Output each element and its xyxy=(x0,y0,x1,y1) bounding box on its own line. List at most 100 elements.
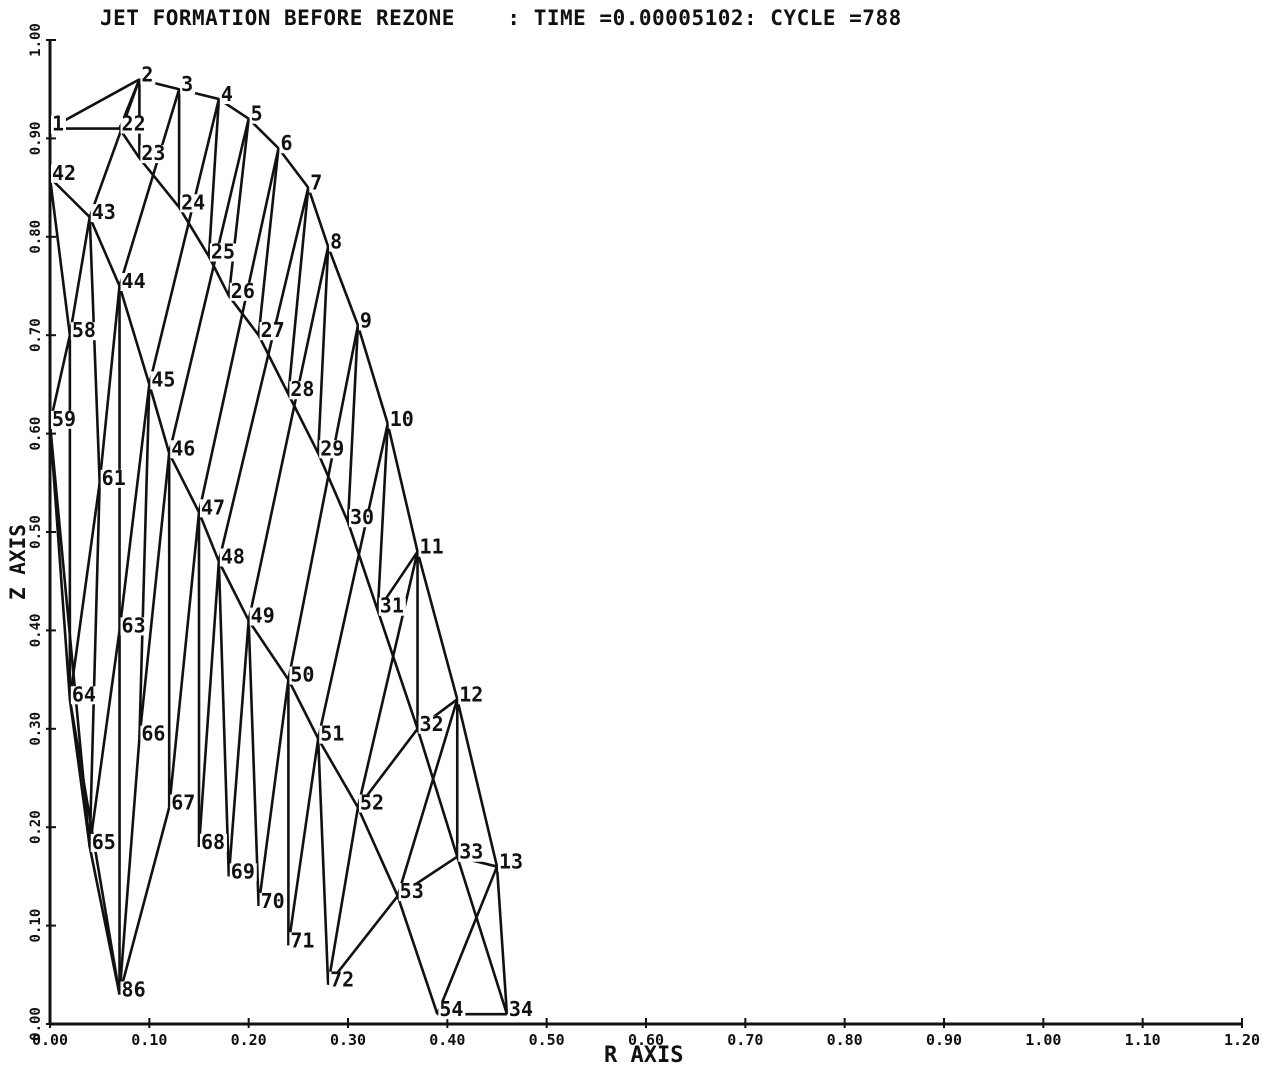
node-label: 5 xyxy=(251,102,263,126)
node-label: 72 xyxy=(330,968,354,992)
x-tick-label: 0.90 xyxy=(926,1031,962,1049)
node-label: 50 xyxy=(290,663,314,687)
y-tick-label: 0.90 xyxy=(28,122,44,156)
node-label: 43 xyxy=(92,200,116,224)
node-label: 48 xyxy=(221,545,245,569)
node-label-bg xyxy=(120,273,148,291)
axes: 0.00 0.10 0.20 0.30 0.40 0.50 0.60 0.70 0.80 0.90… xyxy=(28,23,1260,1049)
mesh-edge xyxy=(68,482,101,700)
node-label-bg xyxy=(70,686,98,705)
mesh-edge xyxy=(346,325,360,523)
node-label-bg xyxy=(289,666,317,685)
y-tick-label: 1.00 xyxy=(28,23,44,57)
mesh-edges xyxy=(48,78,509,1016)
mesh-edge xyxy=(217,187,310,562)
mesh-edge xyxy=(376,610,419,730)
mesh-edge xyxy=(456,698,499,867)
mesh-edge xyxy=(495,866,509,1015)
node-label-bg xyxy=(120,115,148,134)
node-label: 61 xyxy=(102,466,126,490)
x-tick-label: 0.40 xyxy=(429,1031,465,1049)
node-label: 69 xyxy=(231,859,255,883)
mesh-edge xyxy=(326,246,360,326)
node-label-bg xyxy=(289,381,317,400)
x-tick-label: 0.00 xyxy=(32,1031,68,1049)
mesh-edge xyxy=(416,728,459,858)
mesh-edge xyxy=(118,384,151,631)
node-label-bg xyxy=(209,243,237,262)
node-label-bg xyxy=(100,469,128,488)
mesh-edge xyxy=(326,807,360,985)
node-label-bg xyxy=(51,115,66,134)
y-tick-label: 0.20 xyxy=(28,810,44,844)
mesh-edge xyxy=(88,216,121,287)
y-tick-label: 0.70 xyxy=(28,318,44,352)
node-label-bg xyxy=(70,322,98,341)
mesh-edge xyxy=(138,453,171,739)
node-label: 53 xyxy=(400,879,424,903)
node-label-bg xyxy=(388,410,416,429)
mesh-edge xyxy=(227,295,260,336)
node-label: 47 xyxy=(201,495,225,519)
mesh-edge xyxy=(88,78,141,218)
mesh-edge xyxy=(167,512,201,808)
node-label-bg xyxy=(170,440,198,459)
mesh-edge xyxy=(48,177,72,336)
node-label: 4 xyxy=(221,82,233,106)
node-label-bg xyxy=(458,686,486,705)
node-label: 27 xyxy=(261,318,285,342)
node-label: 10 xyxy=(390,407,414,431)
node-label: 42 xyxy=(52,161,76,185)
node-label-bg xyxy=(51,164,78,183)
y-tick-label: 0.30 xyxy=(28,712,44,746)
node-label-bg xyxy=(249,607,277,626)
mesh-edge xyxy=(386,423,419,552)
mesh-edge xyxy=(88,482,101,847)
mesh-edge xyxy=(207,98,221,257)
mesh-edge xyxy=(416,551,459,700)
node-label-bg xyxy=(259,892,287,911)
node-labels: 12 3 4567891011121322232425262728293031323… xyxy=(51,62,535,1021)
mesh-edge xyxy=(257,679,290,907)
x-tick-label: 0.20 xyxy=(231,1031,267,1049)
node-label-bg xyxy=(229,282,257,301)
node-label: 51 xyxy=(320,722,344,746)
mesh-edge xyxy=(118,285,151,385)
mesh-edge xyxy=(257,148,280,336)
node-label-bg xyxy=(309,174,325,193)
mesh-edge xyxy=(178,206,211,258)
y-axis-label: Z AXIS xyxy=(6,524,30,600)
mesh-edge xyxy=(88,217,101,483)
node-label-bg xyxy=(140,725,168,744)
mesh-edge xyxy=(138,384,151,739)
mesh-edge xyxy=(138,157,181,209)
mesh-edge xyxy=(68,216,92,336)
node-label: 3 xyxy=(181,72,193,96)
node-label-bg xyxy=(289,932,317,951)
mesh-edge xyxy=(118,738,141,995)
node-label-bg xyxy=(229,863,257,882)
mesh-edge xyxy=(227,620,250,877)
mesh-edge xyxy=(356,728,419,809)
node-label: 58 xyxy=(72,318,96,342)
node-label: 67 xyxy=(171,791,195,815)
node-label: 71 xyxy=(290,928,314,952)
node-label: 13 xyxy=(499,850,523,874)
node-label-bg xyxy=(438,1001,466,1020)
node-label-bg xyxy=(219,548,247,567)
node-label-bg xyxy=(120,981,148,1000)
mesh-edge xyxy=(287,393,320,454)
mesh-edge xyxy=(356,551,419,808)
mesh-edge xyxy=(148,98,221,385)
node-label: 12 xyxy=(459,682,483,706)
node-label-bg xyxy=(200,499,227,518)
node-label: 86 xyxy=(122,977,146,1001)
x-tick-label: 0.30 xyxy=(330,1031,366,1049)
node-label: 22 xyxy=(122,112,146,136)
node-label-bg xyxy=(200,833,227,852)
node-label: 25 xyxy=(211,239,235,263)
node-label: 59 xyxy=(52,407,76,431)
mesh-edge xyxy=(118,807,171,995)
mesh-edge xyxy=(247,246,330,621)
node-label: 32 xyxy=(420,712,444,736)
